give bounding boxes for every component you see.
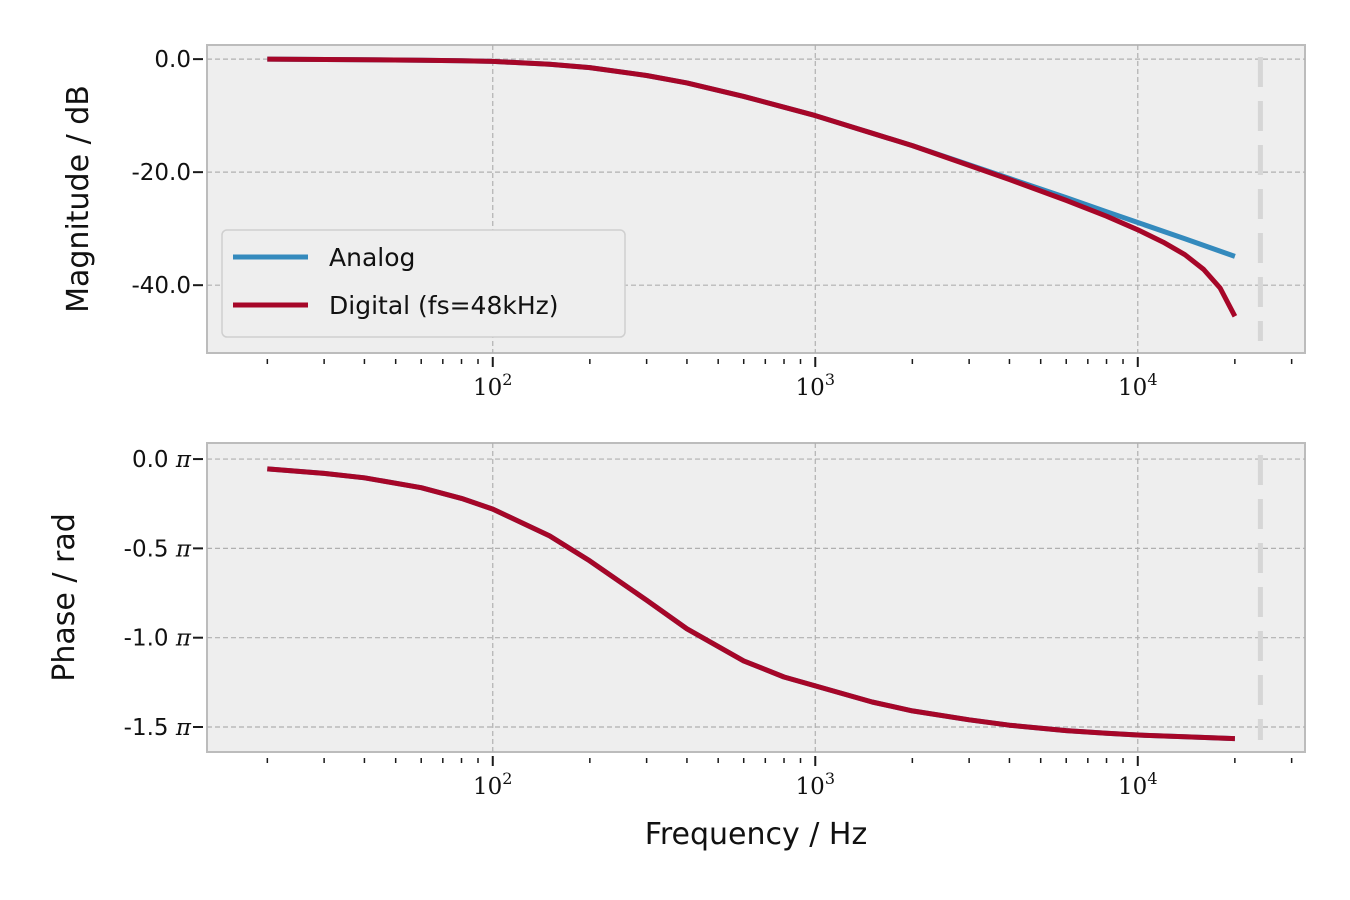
- legend: Analog Digital (fs=48kHz): [221, 229, 626, 338]
- series-line-digital: [267, 56, 1238, 318]
- y-tick-label: -40.0: [131, 273, 191, 299]
- y-tick-label: -1.0 π: [124, 626, 192, 652]
- y-tick-label: -20.0: [131, 160, 191, 186]
- legend-label-digital: Digital (fs=48kHz): [329, 291, 559, 320]
- panel-magnitude: 102 103 104 0.0 -20.0 -40.0 Magnitude / dB Anal…: [61, 44, 1306, 401]
- x-tick-label: 102: [473, 769, 512, 800]
- y-tick-label: 0.0: [154, 47, 191, 73]
- plot-area: [206, 442, 1306, 753]
- y-tick-label: -0.5 π: [124, 536, 192, 562]
- legend-label-analog: Analog: [329, 243, 415, 272]
- y-tick-label: -1.5 π: [124, 715, 192, 741]
- x-axis-title: Frequency / Hz: [645, 817, 867, 852]
- x-tick-label: 104: [1118, 769, 1157, 800]
- series-line-digital: [267, 466, 1235, 742]
- x-tick-label: 103: [796, 769, 835, 800]
- y-axis-title: Magnitude / dB: [61, 85, 96, 313]
- legend-box: [221, 229, 626, 338]
- x-tick-label: 102: [473, 370, 512, 401]
- x-tick-label: 104: [1118, 370, 1157, 401]
- y-axis-title: Phase / rad: [47, 513, 82, 682]
- y-tick-label: 0.0 π: [132, 447, 192, 473]
- panel-phase: 102 103 104 0.0 π -0.5 π -1.0 π -1.5 π Phase / …: [47, 442, 1306, 852]
- x-tick-label: 103: [796, 370, 835, 401]
